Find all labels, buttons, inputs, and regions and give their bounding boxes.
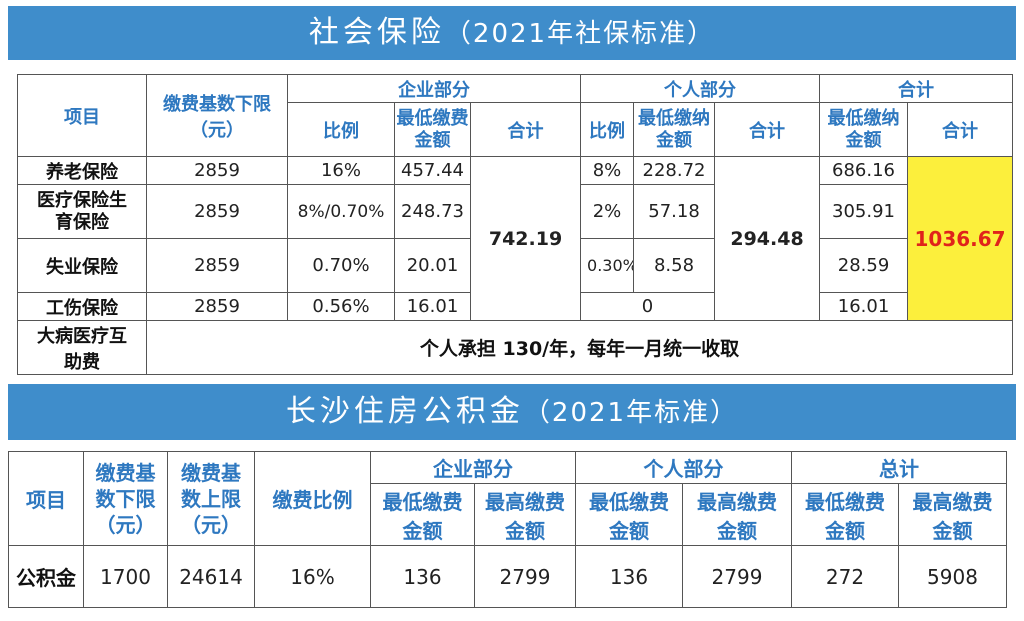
header-item: 项目: [8, 451, 84, 546]
row-item: 大病医疗互助费: [17, 320, 147, 375]
row-personal-max: 2799: [682, 545, 792, 608]
header-enterprise-min: 最低缴费金额: [370, 483, 475, 546]
row-personal-min: 57.18: [633, 184, 716, 239]
header-personal-subtotal: 合计: [714, 102, 821, 157]
row-personal-min: 228.72: [633, 156, 716, 185]
enterprise-total-value: 742.19: [469, 156, 582, 321]
row-ratio: 16%: [254, 545, 371, 608]
header-base-max: 缴费基数上限（元）: [167, 451, 255, 546]
row-min: 457.44: [394, 156, 471, 185]
table-row-housing-fund: 公积金 1700 24614 16% 136 2799 136 2799 272…: [8, 545, 1007, 608]
row-base-min: 1700: [83, 545, 168, 608]
table-row-medical: 医疗保险生育保险 2859 8%/0.70% 248.73 2% 57.18 3…: [17, 184, 1013, 239]
row-personal-ratio: 0.30%: [580, 238, 635, 293]
social-insurance-table: 项目 缴费基数下限（元） 企业部分 个人部分 合计 比例 最低缴费金额 合计 比…: [17, 74, 1014, 375]
header-total: 合计: [819, 74, 1014, 103]
header-min-pay: 最低缴费金额: [394, 102, 471, 157]
header-total-min: 最低缴费金额: [791, 483, 899, 546]
row-base: 2859: [146, 184, 288, 239]
header-base: 缴费基数下限（元）: [146, 74, 288, 157]
header-enterprise: 企业部分: [370, 451, 576, 484]
header-ratio: 缴费比例: [254, 451, 371, 546]
social-insurance-subtitle: （2021年社保标准）: [444, 19, 716, 49]
table-row-major-illness: 大病医疗互助费 个人承担 130/年，每年一月统一收取: [17, 320, 1014, 375]
row-base: 2859: [146, 238, 288, 293]
housing-fund-table: 项目 缴费基数下限（元） 缴费基数上限（元） 缴费比例 企业部分 个人部分 总计…: [8, 451, 1007, 608]
grand-total-value: 1036.67: [907, 156, 1014, 321]
row-item: 养老保险: [17, 156, 147, 185]
row-item: 医疗保险生育保险: [17, 184, 147, 239]
row-total-min: 272: [791, 545, 899, 608]
row-base: 2859: [146, 156, 288, 185]
row-total-max: 5908: [898, 545, 1007, 608]
row-personal-ratio: 2%: [580, 184, 635, 239]
row-item: 失业保险: [17, 238, 147, 293]
row-item: 工伤保险: [17, 292, 147, 321]
row-enterprise-max: 2799: [474, 545, 576, 608]
row-min: 20.01: [394, 238, 471, 293]
row-total-min: 16.01: [819, 292, 909, 321]
header-base-min: 缴费基数下限（元）: [83, 451, 168, 546]
row-ratio: 0.56%: [287, 292, 395, 321]
row-personal-min: 8.58: [633, 238, 716, 293]
row-total-min: 686.16: [819, 156, 909, 185]
header-personal-ratio: 比例: [580, 102, 635, 157]
social-insurance-banner: 社会保险（2021年社保标准）: [8, 6, 1016, 60]
header-enterprise-subtotal: 合计: [469, 102, 582, 157]
header-enterprise: 企业部分: [286, 74, 582, 103]
header-ratio: 比例: [287, 102, 395, 157]
row-item: 公积金: [8, 545, 84, 608]
table-row-injury: 工伤保险 2859 0.56% 16.01 0 16.01: [17, 292, 1013, 321]
personal-total-value: 294.48: [714, 156, 821, 321]
header-personal-min: 最低缴费金额: [575, 483, 683, 546]
header-total: 总计: [791, 451, 1007, 484]
row-base-max: 24614: [167, 545, 255, 608]
row-ratio: 0.70%: [287, 238, 395, 293]
row-ratio: 8%/0.70%: [287, 184, 395, 239]
header-personal-min-pay: 最低缴纳金额: [633, 102, 716, 157]
header-personal: 个人部分: [575, 451, 792, 484]
row-total-min: 28.59: [819, 238, 909, 293]
housing-fund-title: 长沙住房公积金: [285, 394, 524, 429]
row-personal-ratio: 8%: [580, 156, 635, 185]
housing-fund-banner: 长沙住房公积金（2021年标准）: [8, 384, 1016, 440]
social-insurance-title: 社会保险: [308, 15, 445, 50]
table-row-pension: 养老保险 2859 16% 457.44 742.19 8% 228.72 29…: [17, 156, 1014, 321]
header-total-max: 最高缴费金额: [898, 483, 1007, 546]
row-total-min: 305.91: [819, 184, 909, 239]
header-grand-total: 合计: [907, 102, 1014, 157]
row-min: 248.73: [394, 184, 471, 239]
header-total-min-pay: 最低缴纳金额: [819, 102, 909, 157]
housing-fund-subtitle: （2021年标准）: [523, 398, 739, 428]
row-ratio: 16%: [287, 156, 395, 185]
header-personal: 个人部分: [580, 74, 821, 103]
header-item: 项目: [17, 74, 147, 157]
header-enterprise-max: 最高缴费金额: [474, 483, 576, 546]
row-enterprise-min: 136: [370, 545, 475, 608]
row-personal-min: 136: [575, 545, 683, 608]
header-personal-max: 最高缴费金额: [682, 483, 792, 546]
major-illness-note: 个人承担 130/年，每年一月统一收取: [145, 320, 1014, 375]
row-personal-zero: 0: [580, 292, 716, 321]
row-base: 2859: [146, 292, 288, 321]
row-min: 16.01: [394, 292, 471, 321]
